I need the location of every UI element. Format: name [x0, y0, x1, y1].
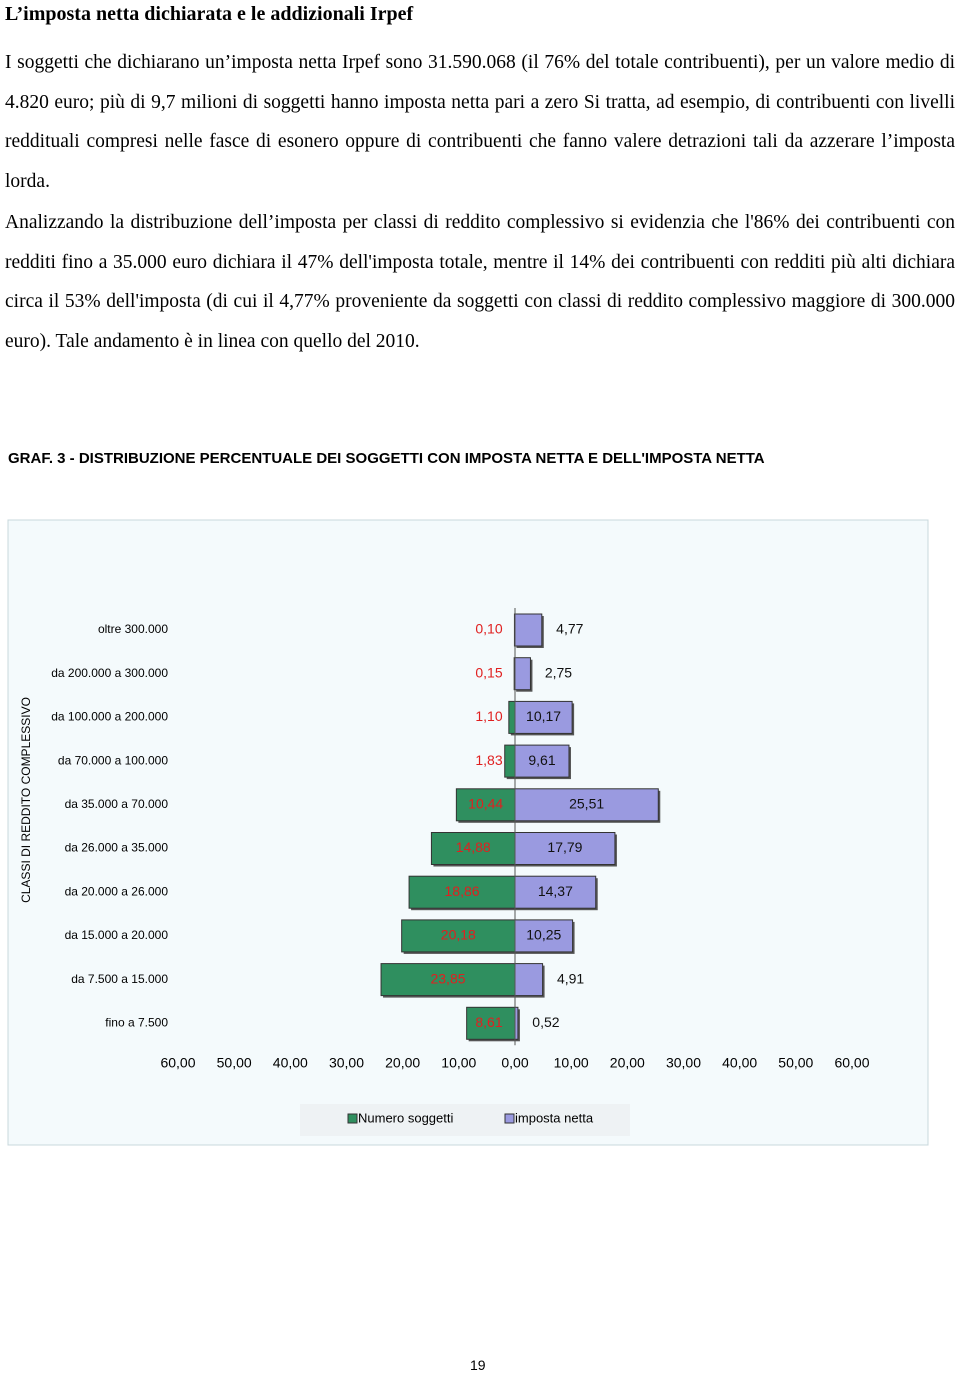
- value-label: 0,52: [532, 1014, 559, 1030]
- value-label: 18,86: [445, 883, 480, 899]
- x-tick-label: 50,00: [217, 1055, 252, 1071]
- category-label: da 20.000 a 26.000: [65, 884, 169, 898]
- bar: [430, 832, 516, 865]
- x-tick-label: 60,00: [160, 1055, 195, 1071]
- bar: [514, 875, 597, 909]
- x-tick-label: 60,00: [834, 1055, 869, 1071]
- value-label: 9,61: [528, 752, 555, 768]
- value-label: 20,18: [441, 927, 476, 943]
- x-tick-label: 20,00: [385, 1055, 420, 1071]
- value-label: 0,15: [475, 664, 502, 680]
- paragraph: Analizzando la distribuzione dell’impost…: [5, 212, 955, 352]
- value-label: 2,75: [545, 664, 572, 680]
- x-tick-label: 0,00: [501, 1055, 528, 1071]
- bar: [380, 963, 516, 997]
- value-label: 8,61: [475, 1014, 502, 1030]
- category-label: da 70.000 a 100.000: [58, 753, 168, 767]
- bar: [504, 744, 516, 778]
- bar: [514, 700, 573, 734]
- bar: [514, 963, 544, 997]
- heading: L’imposta netta dichiarata e le addizion…: [5, 3, 414, 25]
- value-label: 10,25: [526, 927, 561, 943]
- x-tick-label: 50,00: [778, 1055, 813, 1071]
- x-tick-label: 40,00: [273, 1055, 308, 1071]
- category-label: da 26.000 a 35.000: [65, 841, 169, 855]
- value-label: 10,44: [468, 796, 503, 812]
- category-label: da 100.000 a 200.000: [51, 710, 168, 724]
- x-tick-label: 40,00: [722, 1055, 757, 1071]
- value-label: 1,10: [475, 708, 502, 724]
- category-label: oltre 300.000: [98, 622, 168, 636]
- value-label: 4,91: [557, 970, 584, 986]
- value-label: 14,88: [456, 839, 491, 855]
- chart-title: GRAF. 3 - DISTRIBUZIONE PERCENTUALE DEI …: [8, 450, 765, 467]
- value-label: 10,17: [526, 708, 561, 724]
- value-label: 4,77: [556, 621, 583, 637]
- value-label: 25,51: [569, 796, 604, 812]
- legend-swatch: [347, 1113, 358, 1124]
- value-label: 1,83: [475, 752, 502, 768]
- legend-label: imposta netta: [515, 1110, 594, 1125]
- bar: [514, 657, 531, 691]
- y-axis-title: CLASSI DI REDDITO COMPLESSIVO: [19, 697, 33, 903]
- x-tick-label: 10,00: [441, 1055, 476, 1071]
- category-label: da 15.000 a 20.000: [65, 928, 169, 942]
- category-label: da 7.500 a 15.000: [71, 972, 168, 986]
- value-label: 23,85: [430, 970, 465, 986]
- bar: [514, 919, 574, 953]
- value-label: 14,37: [538, 883, 573, 899]
- x-tick-label: 20,00: [610, 1055, 645, 1071]
- x-tick-label: 30,00: [329, 1055, 364, 1071]
- bar: [514, 788, 659, 822]
- bar: [408, 875, 516, 909]
- x-tick-label: 10,00: [554, 1055, 589, 1071]
- category-label: da 35.000 a 70.000: [65, 797, 169, 811]
- bar: [466, 1006, 516, 1040]
- bar: [514, 613, 543, 647]
- bar: [455, 788, 516, 822]
- value-label: 0,10: [475, 621, 502, 637]
- paragraph: I soggetti che dichiarano un’imposta net…: [5, 52, 955, 192]
- page-number: 19: [470, 1357, 486, 1373]
- bar-shadow: [517, 1009, 520, 1042]
- legend-label: Numero soggetti: [358, 1110, 453, 1125]
- value-label: 17,79: [547, 839, 582, 855]
- legend-swatch: [504, 1113, 515, 1124]
- category-label: da 200.000 a 300.000: [51, 666, 168, 680]
- category-label: fino a 7.500: [105, 1015, 168, 1029]
- x-tick-label: 30,00: [666, 1055, 701, 1071]
- bar: [508, 700, 516, 734]
- bar: [401, 919, 516, 953]
